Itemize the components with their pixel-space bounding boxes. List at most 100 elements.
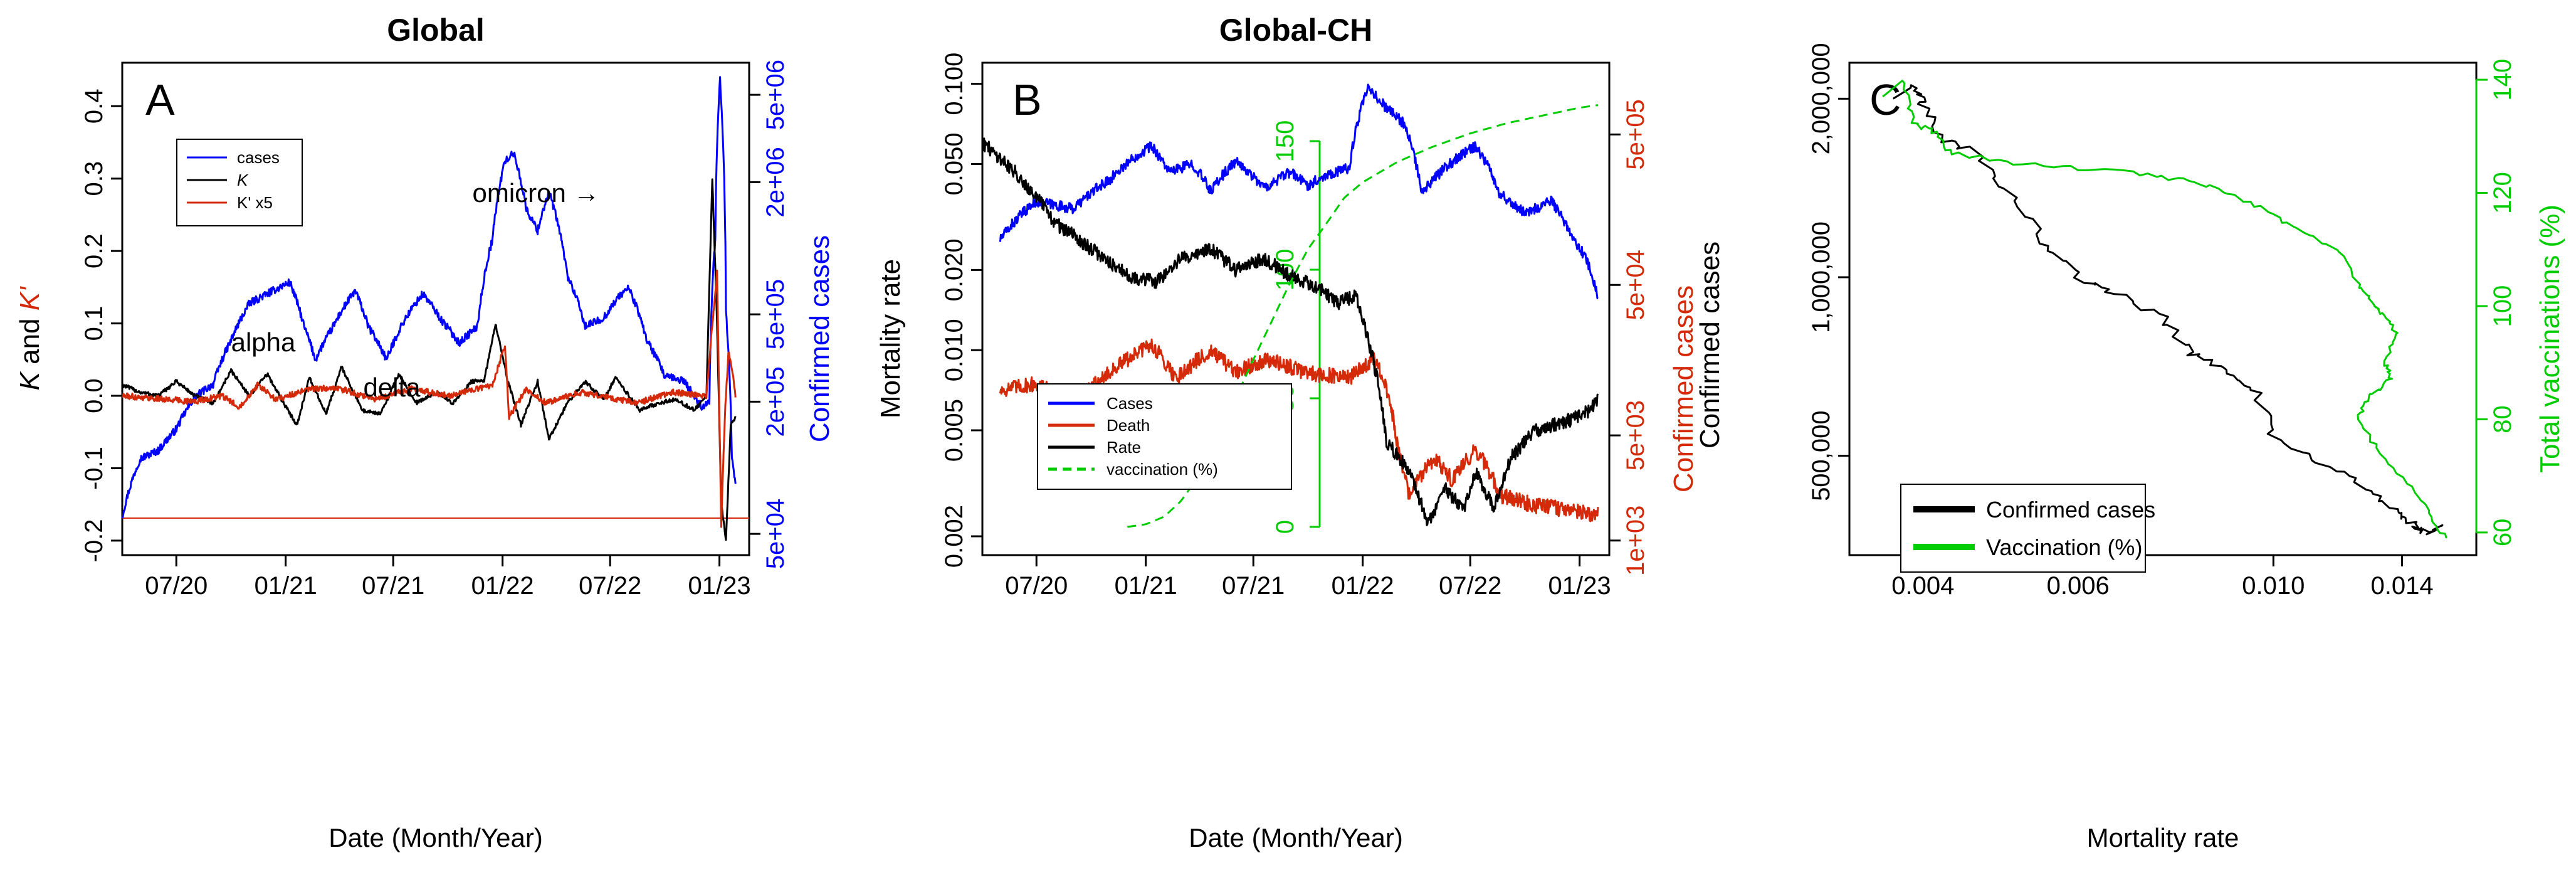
y-tick-label: 0.050: [940, 132, 968, 195]
y-tick-label: -0.1: [80, 447, 108, 490]
y-right-tick-label: 5e+04: [1622, 250, 1649, 320]
y-right-tick-label: 60: [2489, 519, 2516, 547]
panel-a-legend-box: [176, 139, 303, 226]
x-tick-label: 0.004: [1891, 572, 1954, 600]
panel-a-legend: cases K K' x5: [176, 139, 303, 226]
legend-label-rate: Rate: [1107, 438, 1141, 457]
panel-a-y-label-kprime: K': [14, 286, 45, 310]
x-tick-label: 0.014: [2371, 572, 2434, 600]
legend-label-vaccination: vaccination (%): [1107, 460, 1218, 479]
y-right-tick-label: 80: [2489, 405, 2516, 433]
legend-label-cases: Cases: [1107, 394, 1153, 413]
panel-c-series: [1882, 80, 2447, 539]
panel-b-title: Global-CH: [1219, 13, 1372, 48]
series-line-k-x5: [122, 269, 737, 528]
x-tick-label: 07/21: [362, 572, 424, 600]
y-tick-label: 0.020: [940, 238, 968, 301]
panel-c-frame: [1848, 61, 2478, 556]
y-tick-label: 0.010: [940, 319, 968, 381]
x-tick-label: 0.010: [2242, 572, 2305, 600]
legend-label-vaccination: Vaccination (%): [1986, 534, 2142, 560]
x-tick-label: 07/21: [1222, 572, 1285, 600]
x-tick-label: 01/23: [1548, 572, 1611, 600]
x-tick-label: 01/23: [688, 572, 751, 600]
y-tick-label: 1,000,000: [1807, 221, 1835, 333]
panel-a-letter: A: [145, 75, 175, 124]
panel-c-right-axis-label: Total vaccinations (%): [2535, 204, 2565, 473]
panel-a-frame: [121, 61, 750, 556]
legend-label-kprime: K' x5: [237, 193, 273, 212]
x-tick-label: 01/22: [471, 572, 534, 600]
panel-b-right-axis-label: Confirmed cases: [1668, 285, 1699, 492]
legend-label-confirmed-cases: Confirmed cases: [1986, 497, 2155, 523]
x-tick-label: 01/21: [1115, 572, 1177, 600]
y-tick-label: -0.2: [80, 519, 108, 562]
y-tick-label: 0.4: [80, 88, 108, 124]
x-tick-label: 07/22: [579, 572, 641, 600]
panel-c-axes: 0.004 0.006 0.010 0.014 500,000 1,000,000 2,00…: [1807, 43, 2516, 600]
y-tick-label: 0.1: [80, 306, 108, 341]
y-right-tick-label: 5e+03: [1622, 400, 1649, 470]
annotation-alpha: alpha: [231, 327, 296, 357]
vaccination-tick-label: 150: [1271, 120, 1299, 162]
panel-a-title: Global: [387, 13, 485, 48]
series-line-cases: [999, 83, 1599, 300]
x-tick-label: 07/20: [145, 572, 208, 600]
panel-b-axes: 07/20 01/21 07/21 01/22 07/22 01/23 0.002 0.005…: [940, 53, 1649, 600]
panel-b: Global-CH B Date (Month/Year) Mortality …: [875, 13, 1699, 852]
y-right-tick-label: 5e+04: [762, 499, 789, 569]
y-tick-label: 0.2: [80, 233, 108, 268]
y-right-tick-label: 5e+06: [762, 60, 789, 130]
x-tick-label: 01/22: [1332, 572, 1394, 600]
y-right-tick-label: 100: [2489, 285, 2516, 327]
y-tick-label: 500,000: [1807, 410, 1835, 501]
y-tick-label: 0.100: [940, 53, 968, 115]
panel-a-right-axis-label: Confirmed cases: [804, 235, 835, 442]
panel-c-legend-box: [1900, 484, 2146, 573]
y-right-tick-label: 120: [2489, 172, 2516, 214]
panel-a-x-axis-label: Date (Month/Year): [329, 823, 543, 852]
y-right-tick-label: 5e+05: [1622, 99, 1649, 169]
series-line-cases: [121, 76, 737, 519]
panel-c-legend: Confirmed cases Vaccination (%): [1900, 484, 2155, 573]
x-tick-label: 07/20: [1005, 572, 1068, 600]
series-line-k: [121, 178, 737, 541]
x-tick-label: 0.006: [2047, 572, 2110, 600]
annotation-delta: delta: [363, 373, 421, 402]
panel-c-y-axis-label: Confirmed cases: [1695, 241, 1725, 448]
legend-label-death: Death: [1107, 416, 1150, 435]
y-tick-label: 0.002: [940, 505, 968, 568]
series-line-confirmed-cases: [1892, 84, 2444, 536]
y-tick-label: 0.3: [80, 161, 108, 196]
panel-a-series: [121, 76, 737, 541]
panel-b-legend-box: [1037, 383, 1292, 490]
x-tick-label: 07/22: [1439, 572, 1501, 600]
y-right-tick-label: 1e+03: [1622, 506, 1649, 576]
panel-b-x-axis-label: Date (Month/Year): [1189, 823, 1403, 852]
y-right-tick-label: 5e+05: [762, 279, 789, 349]
panel-c-x-axis-label: Mortality rate: [2087, 823, 2239, 852]
panel-b-frame: [981, 61, 1611, 556]
y-tick-label: 2,000,000: [1807, 43, 1835, 154]
panel-c-letter: C: [1869, 75, 1901, 124]
series-line-vaccination-: [1882, 80, 2447, 539]
y-right-tick-label: 2e+05: [762, 366, 789, 437]
x-tick-label: 01/21: [255, 572, 317, 600]
panel-a-y-axis-label: K and K': [14, 286, 45, 391]
y-tick-label: 0.0: [80, 378, 108, 413]
panel-a: Global A Date (Month/Year) K and K' Conf…: [14, 13, 835, 852]
y-tick-label: 0.005: [940, 399, 968, 462]
panel-b-y-axis-label: Mortality rate: [875, 259, 906, 418]
panel-b-legend: Cases Death Rate vaccination (%): [1037, 383, 1292, 490]
annotation-omicron: omicron →: [472, 178, 599, 208]
y-right-tick-label: 140: [2489, 59, 2516, 101]
legend-label-k: K: [237, 171, 249, 189]
vaccination-tick-label: 0: [1271, 520, 1299, 534]
y-right-tick-label: 2e+06: [762, 147, 789, 217]
panel-b-letter: B: [1012, 75, 1042, 124]
panel-a-y-label-and: and: [14, 310, 45, 372]
panel-a-axes: 07/20 01/21 07/21 01/22 07/22 01/23 -0.2 -0.1 0.…: [80, 60, 789, 600]
legend-label-cases: cases: [237, 148, 280, 167]
panel-a-y-label-k: K: [14, 371, 45, 390]
